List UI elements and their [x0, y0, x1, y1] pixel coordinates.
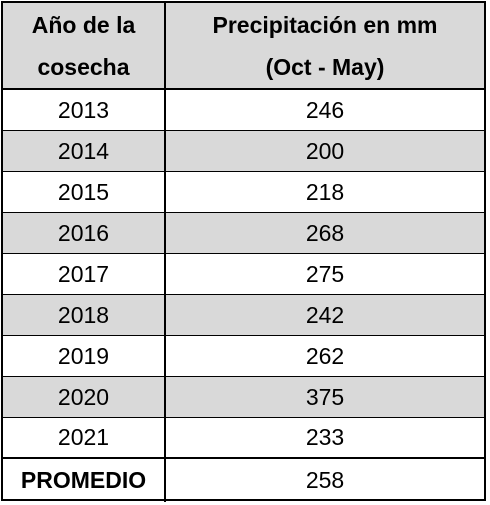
year-cell: 2019 [3, 336, 166, 376]
table-header-row: Año de la cosecha Precipitación en mm (O… [3, 3, 484, 90]
header-harvest-year: Año de la cosecha [3, 3, 166, 88]
precipitation-cell: 242 [305, 301, 345, 328]
table-row: 2015 218 [3, 172, 484, 213]
average-label: PROMEDIO [3, 459, 166, 502]
precipitation-cell: 262 [305, 342, 345, 369]
precipitation-cell: 246 [305, 96, 345, 123]
header-precipitation-line2: (Oct - May) [265, 53, 385, 80]
header-harvest-year-line2: cosecha [37, 53, 130, 80]
year-cell: 2013 [3, 90, 166, 130]
table-row: 2016 268 [3, 213, 484, 254]
table-row: 2018 242 [3, 295, 484, 336]
table-row: 2021 233 [3, 418, 484, 459]
precipitation-cell: 233 [305, 424, 345, 450]
precipitation-cell: 275 [305, 260, 345, 287]
header-harvest-year-line1: Año de la [31, 11, 136, 38]
precipitation-cell: 200 [305, 137, 345, 164]
year-cell: 2014 [3, 131, 166, 171]
year-cell: 2018 [3, 295, 166, 335]
table-row: 2019 262 [3, 336, 484, 377]
year-cell: 2016 [3, 213, 166, 253]
precipitation-cell: 218 [305, 178, 345, 205]
average-row: PROMEDIO 258 [3, 459, 484, 502]
year-cell: 2021 [3, 418, 166, 457]
year-cell: 2017 [3, 254, 166, 294]
table-row: 2014 200 [3, 131, 484, 172]
table-row: 2020 375 [3, 377, 484, 418]
year-cell: 2020 [3, 377, 166, 417]
precipitation-cell: 268 [305, 219, 345, 246]
year-cell: 2015 [3, 172, 166, 212]
precipitation-cell: 375 [305, 383, 345, 410]
table-row: 2017 275 [3, 254, 484, 295]
table-row: 2013 246 [3, 90, 484, 131]
average-value: 258 [305, 467, 345, 493]
header-precipitation: Precipitación en mm (Oct - May) [166, 3, 484, 88]
header-precipitation-line1: Precipitación en mm [212, 11, 438, 38]
